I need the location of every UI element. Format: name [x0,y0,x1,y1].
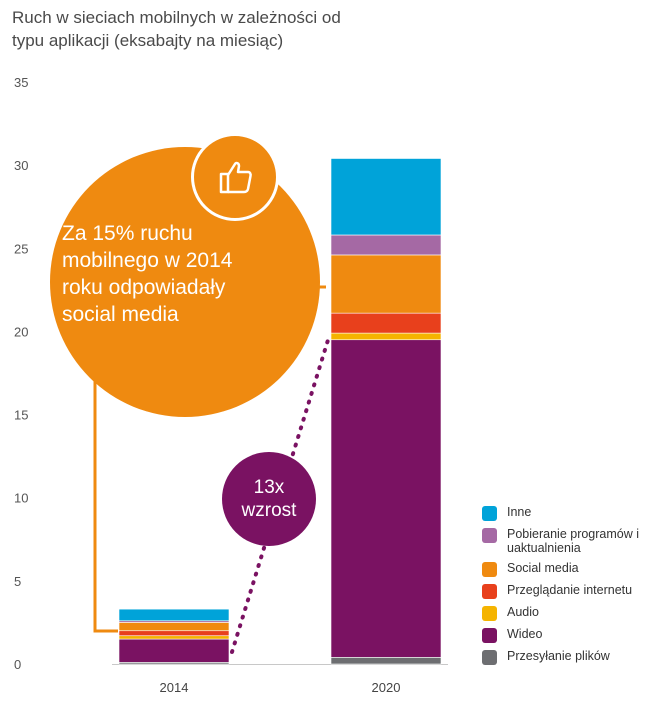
legend-swatch [482,562,497,577]
y-tick-label: 5 [14,574,21,589]
callout-connector-2014 [93,380,118,633]
growth-badge: 13x wzrost [222,452,316,546]
bar-segment [118,635,230,640]
y-tick-label: 0 [14,657,21,672]
legend-item: Przesyłanie plików [482,649,652,665]
callout-line-1: Za 15% ruchu [62,222,193,245]
legend-item: Inne [482,505,652,521]
chart-title-line-2: typu aplikacji (eksabajty na miesiąc) [12,31,284,50]
bar-segment [118,622,230,632]
x-category-label: 2014 [160,680,189,695]
callout-line-4: social media [62,303,179,326]
bar-segment [330,254,442,314]
y-tick-label: 15 [14,408,28,423]
legend-swatch [482,506,497,521]
legend-item: Przeglądanie internetu [482,583,652,599]
growth-value: 13x [253,477,285,498]
legend-item: Audio [482,605,652,621]
chart-title: Ruch w sieciach mobilnych w zależności o… [12,6,432,52]
y-tick-label: 30 [14,158,28,173]
legend-label: Przeglądanie internetu [507,583,633,597]
callout-line-3: roku odpowiadały [62,276,226,299]
bar-segment [330,158,442,236]
bar-segment [330,657,442,665]
bar-segment [330,312,442,334]
y-tick-label: 25 [14,241,28,256]
y-tick-label: 20 [14,324,28,339]
bar-segment [118,608,230,622]
legend-swatch [482,584,497,599]
chart-title-line-1: Ruch w sieciach mobilnych w zależności o… [12,8,341,27]
legend-item: Pobieranie programów i uaktualnienia [482,527,652,555]
thumb-badge [191,133,279,221]
bar-segment [330,332,442,341]
legend-swatch [482,528,497,543]
y-tick-label: 35 [14,75,28,90]
y-tick-label: 10 [14,491,28,506]
legend-swatch [482,606,497,621]
legend-swatch [482,628,497,643]
legend-label: Social media [507,561,579,575]
callout-line-2: mobilnego w 2014 [62,249,233,272]
legend-label: Audio [507,605,539,619]
legend-item: Social media [482,561,652,577]
bar-segment [118,630,230,637]
callout-text: Za 15% ruchu mobilnego w 2014 roku odpow… [62,220,262,328]
x-category-label: 2020 [372,680,401,695]
legend-swatch [482,650,497,665]
legend-label: Przesyłanie plików [507,649,610,663]
legend: Inne Pobieranie programów i uaktualnienia… [482,505,652,671]
legend-label: Pobieranie programów i uaktualnienia [507,527,640,555]
legend-label: Inne [507,505,532,519]
legend-label: Wideo [507,627,543,641]
bar-segment [330,234,442,256]
legend-item: Wideo [482,627,652,643]
growth-label: wzrost [241,500,297,521]
bar-segment [330,339,442,658]
thumbs-up-icon [219,161,252,194]
bar-segment [118,638,230,663]
